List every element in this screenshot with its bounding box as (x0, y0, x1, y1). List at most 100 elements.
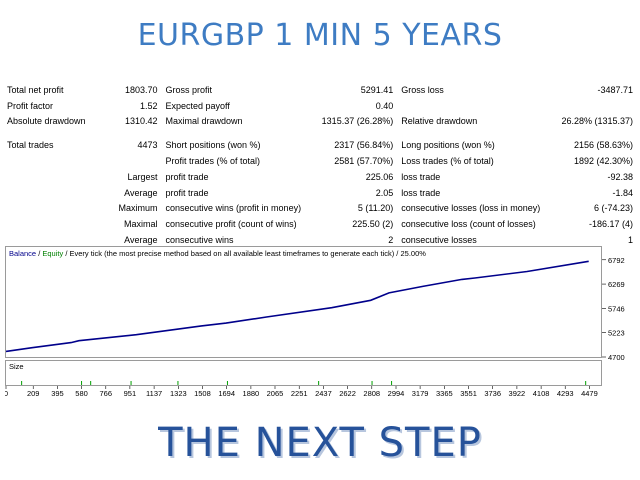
x-tick-label: 2437 (315, 389, 332, 398)
report-cell: Average (124, 187, 158, 198)
report-cell: Maximal drawdown (165, 116, 243, 127)
report-row: Absolute drawdown 1310.42 Maximal drawdown… (3, 114, 637, 130)
y-tick-label: 4700 (608, 353, 625, 362)
y-tick-label: 6269 (608, 280, 625, 289)
balance-chart: Balance / Equity / Every tick (the most … (4, 246, 635, 398)
page-title: EURGBP 1 MIN 5 YEARS (137, 18, 503, 53)
legend-equity: Equity (42, 249, 63, 258)
x-tick-label: 1880 (243, 389, 260, 398)
report-row: Largest profit trade 225.06 loss trade -92.3… (3, 169, 637, 185)
report-cell: -186.17 (4) (588, 219, 633, 230)
x-tick-label: 1508 (194, 389, 211, 398)
report-row: Maximum consecutive wins (profit in money… (3, 201, 637, 217)
report-cell: 225.50 (2) (352, 219, 394, 230)
report-cell: consecutive losses (loss in money) (401, 203, 541, 214)
report-cell: 1803.70 (124, 84, 158, 95)
x-tick-label: 3179 (412, 389, 429, 398)
report-cell: 5 (11.20) (357, 203, 394, 214)
report-cell: Largest (127, 171, 158, 182)
report-cell: 0.40 (375, 100, 394, 111)
plot-frame (5, 246, 602, 358)
report-cell: Long positions (won %) (401, 140, 495, 151)
x-tick-label: 4108 (533, 389, 550, 398)
x-tick-label: 2065 (267, 389, 284, 398)
report-cell: Gross loss (401, 84, 444, 95)
chart-legend: Balance / Equity / Every tick (the most … (9, 249, 426, 258)
report-cell: -3487.71 (597, 84, 633, 95)
x-tick-label: 3922 (509, 389, 526, 398)
x-tick-label: 1137 (146, 389, 162, 398)
report-cell: Gross profit (165, 84, 213, 95)
balance-line (5, 260, 589, 353)
x-tick-label: 0 (5, 389, 8, 398)
report-cell: loss trade (401, 187, 441, 198)
report-cell (3, 201, 115, 217)
series-group (5, 260, 589, 353)
report-cell: Maximal (124, 219, 158, 230)
report-cell: -1.84 (612, 187, 633, 198)
report-cell: 2 (388, 235, 394, 246)
size-label: Size (9, 362, 24, 371)
legend-balance: Balance (9, 249, 36, 258)
report-cell (115, 153, 162, 169)
x-tick-label: 3551 (460, 389, 477, 398)
report-cell: 1315.37 (26.28%) (321, 116, 394, 127)
report-cell: 6 (-74.23) (593, 203, 633, 214)
y-tick-label: 5746 (608, 304, 625, 313)
report-cell: 2.05 (375, 187, 394, 198)
report-cell: Total trades (7, 140, 54, 151)
report-row: Profit factor 1.52 Expected payoff 0.40 (3, 98, 637, 114)
x-tick-label: 766 (100, 389, 113, 398)
y-tick-label: 5223 (608, 329, 625, 338)
report-cell (3, 153, 115, 169)
report-cell: consecutive wins (165, 235, 234, 246)
x-axis: 0 209 395 580 766 951 1137 1323 1508 1694 1880 2065… (4, 386, 598, 398)
report-cell (3, 185, 115, 201)
report-cell: Profit trades (% of total) (165, 156, 261, 167)
x-tick-label: 1694 (218, 389, 235, 398)
report-cell: Loss trades (% of total) (401, 156, 494, 167)
report-cell: 2156 (58.63%) (573, 140, 633, 151)
legend-sep: / (36, 249, 42, 258)
legend-text: / Every tick (the most precise method ba… (63, 249, 426, 258)
x-tick-label: 2994 (388, 389, 405, 398)
report-cell (547, 98, 637, 114)
report-cell: 2317 (56.84%) (334, 140, 394, 151)
report-cell: 1 (627, 235, 633, 246)
report-cell: 5291.41 (360, 84, 394, 95)
report-cell: -92.38 (607, 171, 633, 182)
row-gap (3, 129, 637, 137)
report-cell: 1.52 (139, 100, 158, 111)
report-cell (3, 216, 115, 232)
report-cell: consecutive losses (401, 235, 477, 246)
report-row: Total net profit 1803.70 Gross profit 5291.… (3, 82, 637, 98)
x-tick-label: 1323 (170, 389, 187, 398)
report-cell: 1892 (42.30%) (573, 156, 633, 167)
footer-title: THE NEXT STEP (158, 420, 482, 466)
report-row: Maximal consecutive profit (count of wins… (3, 216, 637, 232)
x-tick-label: 4479 (581, 389, 598, 398)
report-cell: consecutive profit (count of wins) (165, 219, 297, 230)
y-tick-label: 6792 (608, 256, 625, 265)
report-cell: Profit factor (7, 100, 54, 111)
report-cell: Absolute drawdown (7, 116, 86, 127)
report-row: Total trades 4473 Short positions (won %) 2… (3, 137, 637, 153)
chart-svg: Balance / Equity / Every tick (the most … (4, 246, 625, 398)
report-row: Profit trades (% of total) 2581 (57.70%) L… (3, 153, 637, 169)
report-cell: profit trade (165, 187, 209, 198)
y-axis: 6792 6269 5746 5223 4700 (602, 256, 625, 362)
report-cell: 4473 (137, 140, 158, 151)
size-frame (5, 360, 602, 386)
report-row: Average consecutive wins 2 consecutive loss… (3, 232, 637, 248)
report-row: Average profit trade 2.05 loss trade -1.84 (3, 185, 637, 201)
report-cell: 2581 (57.70%) (334, 156, 394, 167)
report-cell (3, 169, 115, 185)
report-cell: Average (124, 235, 158, 246)
report-cell: Maximum (118, 203, 158, 214)
report-cell (397, 98, 547, 114)
size-bars (21, 381, 587, 385)
x-tick-label: 2251 (291, 389, 308, 398)
report-cell: consecutive loss (count of losses) (401, 219, 536, 230)
report-cell: Relative drawdown (401, 116, 478, 127)
report-cell: 225.06 (365, 171, 394, 182)
